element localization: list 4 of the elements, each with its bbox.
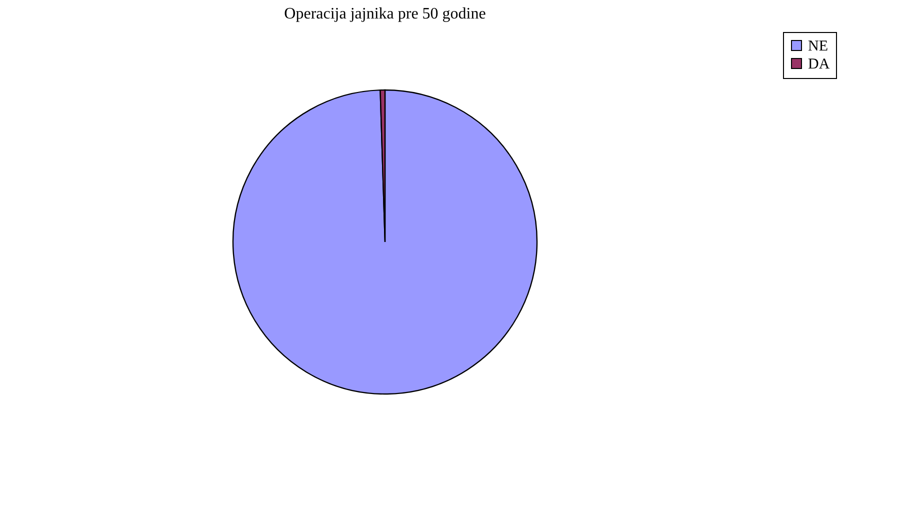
pie-slice: [232, 89, 538, 394]
legend-label: NE: [808, 38, 828, 54]
chart-title: Operacija jajnika pre 50 godine: [284, 6, 486, 22]
legend-label: DA: [808, 56, 830, 72]
